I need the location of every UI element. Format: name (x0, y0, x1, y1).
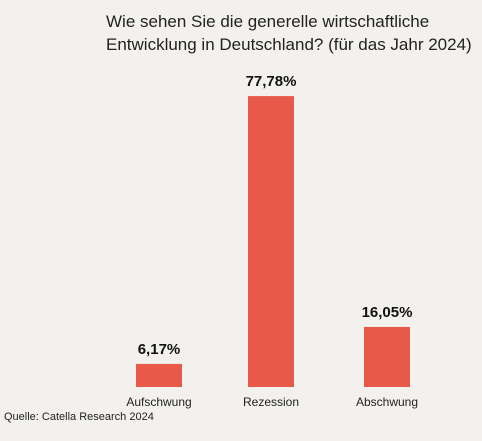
category-label-aufschwung: Aufschwung (126, 395, 191, 409)
bar-aufschwung (136, 363, 182, 387)
value-label-rezession: 77,78% (246, 73, 297, 90)
category-label-rezession: Rezession (243, 395, 299, 409)
value-labels-group: 6,17% 77,78% 16,05% (138, 73, 413, 358)
category-label-abschwung: Abschwung (356, 395, 418, 409)
category-labels-group: Aufschwung Rezession Abschwung (126, 395, 418, 409)
chart-title: Wie sehen Sie die generelle wirtschaftli… (106, 10, 476, 56)
bar-abschwung (364, 326, 410, 387)
bars-group (136, 96, 410, 388)
chart-title-line-1: Wie sehen Sie die generelle wirtschaftli… (106, 12, 430, 31)
bar-rezession (248, 96, 294, 388)
value-label-abschwung: 16,05% (362, 304, 413, 321)
chart-title-line-2: Entwicklung in Deutschland? (für das Jah… (106, 35, 472, 54)
source-note: Quelle: Catella Research 2024 (4, 411, 154, 423)
value-label-aufschwung: 6,17% (138, 341, 181, 358)
